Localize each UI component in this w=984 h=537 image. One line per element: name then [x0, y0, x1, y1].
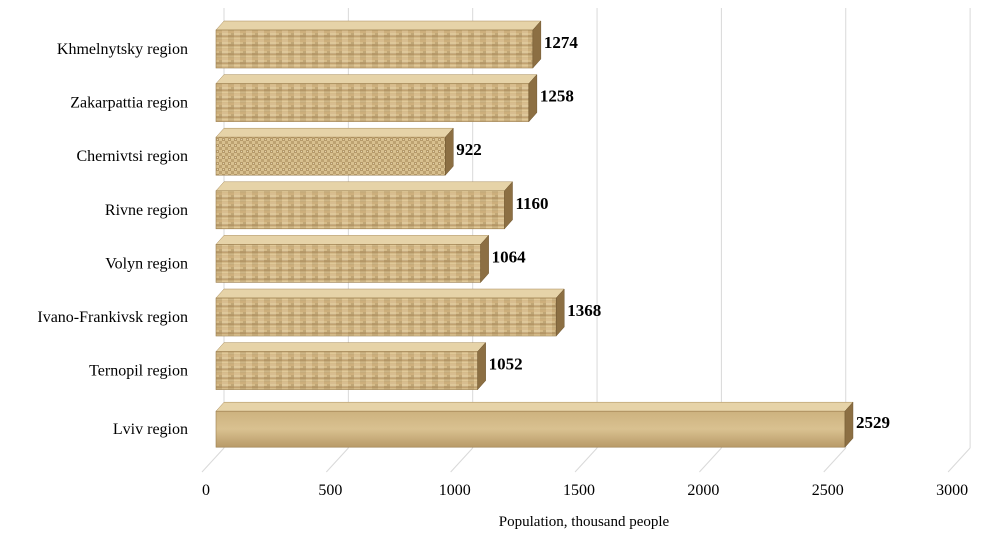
floor-line [947, 447, 971, 473]
bar-top-face [215, 74, 538, 84]
data-label: 1274 [544, 33, 579, 52]
bar-front-face [215, 190, 505, 230]
bar [215, 341, 487, 391]
data-label: 1368 [567, 301, 601, 320]
bar-front-face [215, 29, 534, 69]
bar [215, 181, 514, 230]
data-label: 2529 [856, 413, 890, 432]
bar [215, 288, 565, 337]
bar-front-face [215, 83, 530, 122]
x-axis-title: Population, thousand people [499, 514, 670, 530]
category-label: Chernivtsi region [76, 148, 188, 165]
data-labels: 1274 1258 922 1160 1064 1368 1052 2529 [456, 33, 890, 432]
floor-line [574, 447, 598, 473]
x-tick-label: 0 [202, 482, 210, 499]
bar-side-face [445, 127, 454, 176]
floor-line [699, 447, 722, 473]
floor-line [201, 447, 225, 473]
x-tick-label: 500 [318, 482, 342, 499]
x-tick-label: 1500 [563, 482, 595, 499]
category-label: Zakarpattia region [70, 95, 188, 112]
category-label: Ivano-Frankivsk region [37, 309, 188, 326]
bar [215, 401, 854, 448]
x-tick-label: 2000 [687, 482, 719, 499]
bar-side-face [555, 288, 565, 337]
category-label: Khmelnytsky region [57, 41, 188, 58]
x-tick-label: 1000 [439, 482, 471, 499]
data-label: 1052 [489, 355, 523, 374]
bar-top-face [215, 181, 514, 192]
bar [215, 20, 542, 69]
bar-top-face [215, 288, 565, 299]
x-tick-labels: 0 500 1000 1500 2000 2500 3000 [202, 482, 968, 499]
data-label: 1258 [540, 87, 574, 106]
category-label: Volyn region [105, 255, 188, 272]
bar-top-face [215, 20, 542, 31]
category-labels: Khmelnytsky region Zakarpattia region Cher… [37, 41, 188, 438]
floor-line [325, 447, 349, 473]
bar-side-face [532, 20, 542, 69]
bar-top-face [215, 342, 487, 352]
bar [215, 127, 454, 176]
bar-front-face [215, 297, 557, 337]
bars [215, 20, 854, 448]
bar-front-face [215, 410, 846, 448]
bar-side-face [844, 401, 854, 448]
category-label: Rivne region [105, 202, 188, 219]
bar-front-face [215, 351, 478, 390]
category-label: Lviv region [113, 421, 188, 438]
floor-line [450, 447, 474, 473]
data-label: 1160 [515, 194, 548, 213]
bar-side-face [477, 341, 486, 391]
bar-side-face [504, 181, 513, 230]
bar-top-face [215, 401, 854, 412]
bar-front-face [215, 136, 446, 176]
bar [215, 234, 490, 284]
x-tick-label: 3000 [936, 482, 968, 499]
data-label: 922 [456, 140, 482, 159]
bar-side-face [528, 73, 538, 123]
bar-top-face [215, 235, 490, 245]
x-tick-label: 2500 [812, 482, 844, 499]
bar-front-face [215, 244, 481, 283]
floor-line [823, 447, 847, 473]
bar-side-face [480, 234, 489, 284]
chart-floor [201, 447, 971, 473]
bar [215, 73, 538, 123]
data-label: 1064 [492, 247, 527, 266]
category-label: Ternopil region [89, 363, 188, 380]
bar-top-face [215, 127, 454, 138]
